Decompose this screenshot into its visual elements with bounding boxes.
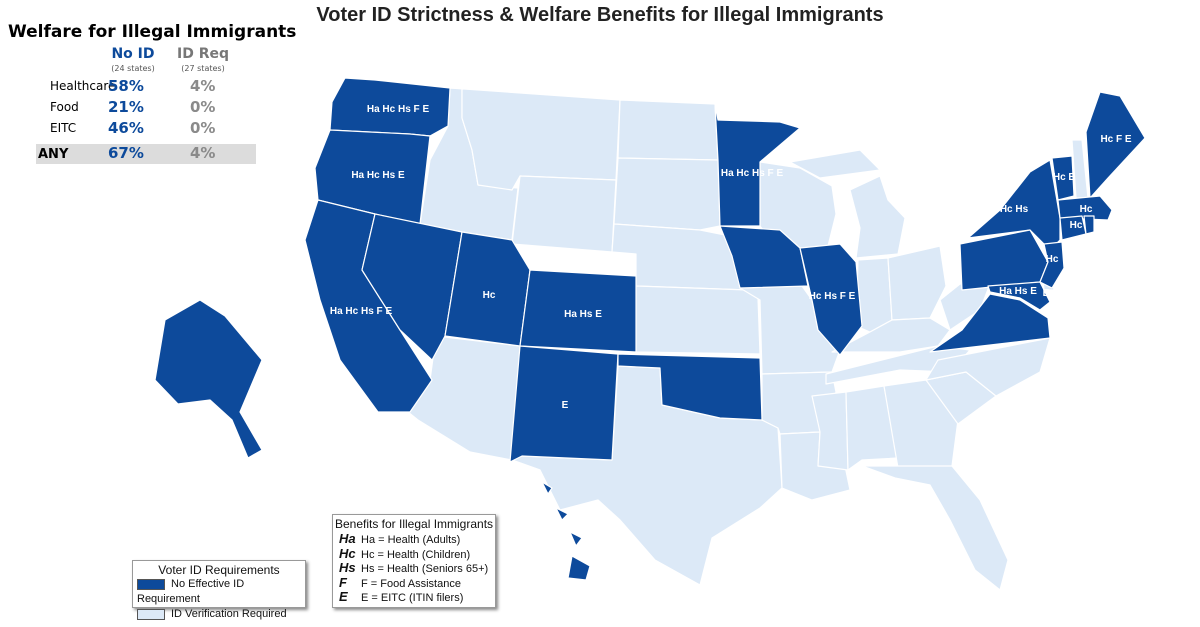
stats-row-food: Food 21% 0% [8,97,268,117]
value-no-id: 21% [108,98,144,116]
legend-benefit-hs: Hs Hs = Health (Seniors 65+) [339,560,495,576]
state-MD [987,281,1051,311]
value-no-id: 67% [108,144,144,162]
state-label-ca: Ha Hc Hs F E [330,306,393,317]
value-no-id: 58% [108,77,144,95]
benefit-label: E = EITC (ITIN filers) [361,592,464,604]
legend-item-no-id: No Effective ID Requirement [133,577,305,607]
legend-item-label: No Effective ID Requirement [137,578,245,605]
row-label: ANY [38,147,69,162]
state-MA [1057,195,1113,221]
state-NM [509,345,619,463]
value-id-req: 4% [190,144,216,162]
column-subheader-id-req: (27 states) [181,64,225,73]
benefit-label: F = Food Assistance [361,577,461,590]
state-AZ [407,335,521,461]
state-label-ct: Hc [1070,220,1083,231]
state-IL [799,243,863,356]
state-FL [861,465,1009,591]
state-NJ [1039,241,1065,289]
state-label-nj: Hc [1046,254,1059,265]
state-IA [719,225,809,289]
state-MN [714,103,801,227]
id-req-swatch [137,608,165,620]
row-label: EITC [50,121,77,135]
column-subheader-no-id: (24 states) [111,64,155,73]
state-label-ma: Hc [1080,204,1093,215]
benefit-symbol: Hc [339,545,356,561]
state-ND [617,99,719,161]
state-label-ny: Hc Hs [1000,204,1029,215]
state-ME [1085,91,1146,199]
stats-row-eitc: EITC 46% 0% [8,118,268,138]
state-label-vt: Hc E [1053,172,1076,183]
state-label-il: Hc Hs F E [809,291,856,302]
state-NH [1071,139,1089,199]
state-WY [511,175,617,253]
value-id-req: 4% [190,77,216,95]
state-label-dc: E [1043,288,1050,299]
benefit-symbol: Ha [339,531,356,546]
state-AK [154,299,263,459]
legend-item-label: ID Verification Required [171,608,287,620]
chart-title: Voter ID Strictness & Welfare Benefits f… [316,4,884,26]
value-id-req: 0% [190,98,216,116]
legend-item-id-req: ID Verification Required [133,607,305,622]
any-row-highlight [36,144,256,164]
legend-benefits-title: Benefits for Illegal Immigrants [334,517,494,531]
legend-benefit-hc: Hc Hc = Health (Children) [339,545,495,562]
state-MS [811,391,849,471]
state-CO [519,269,637,353]
benefit-symbol: F [339,574,347,590]
state-label-wa: Ha Hc Hs F E [367,104,430,115]
stats-row-any: ANY 67% 4% [8,144,268,164]
state-label-me: Hc F E [1100,134,1131,145]
state-label-group: Ha Hc Hs F E Ha Hc Hs E Ha Hc Hs F E Hc … [330,104,1132,411]
legend-benefits: Benefits for Illegal Immigrants Ha Ha = H… [332,514,496,608]
state-KY [831,317,951,353]
column-header-no-id: No ID [111,46,155,62]
state-RI [1083,215,1095,235]
stats-row-healthcare: Healthcare 58% 4% [8,76,268,96]
benefit-label: Hc = Health (Children) [361,548,471,561]
no-id-swatch [137,578,165,590]
row-label: Food [50,100,79,114]
row-label: Healthcare [50,79,116,93]
state-PA [959,229,1049,291]
benefit-label: Ha = Health (Adults) [361,534,461,546]
legend-benefit-f: F F = Food Assistance [339,574,495,591]
benefit-symbol: E [339,589,348,604]
state-AL [845,385,899,471]
state-VT [1051,155,1075,201]
state-MI [789,149,906,259]
state-KS [635,285,761,355]
state-WV [939,283,991,331]
panel-title: Welfare for Illegal Immigrants [8,22,297,42]
state-label-co: Ha Hs E [564,309,602,320]
benefit-label: Hs = Health (Seniors 65+) [361,563,489,575]
state-VA [929,293,1051,353]
column-header-id-req: ID Req [176,46,229,62]
state-label-mn: Ha Hc Hs F E [721,168,784,179]
state-label-ut: Hc [483,290,496,301]
state-SD [613,157,721,231]
state-label-or: Ha Hc Hs E [351,170,405,181]
state-GA [883,379,959,469]
state-MT [449,87,621,191]
legend-benefit-e: E E = EITC (ITIN filers) [339,589,495,605]
value-no-id: 46% [108,119,144,137]
value-id-req: 0% [190,119,216,137]
legend-benefit-ha: Ha Ha = Health (Adults) [339,531,495,547]
state-OH [887,245,947,321]
state-label-nm: E [562,400,569,411]
state-OK [617,353,763,421]
benefit-symbol: Hs [339,560,356,575]
state-HI [541,481,591,581]
legend-voter-id-title: Voter ID Requirements [158,563,280,577]
state-label-md: Ha Hs E [999,286,1037,297]
legend-voter-id: Voter ID Requirements No Effective ID Re… [132,560,306,620]
